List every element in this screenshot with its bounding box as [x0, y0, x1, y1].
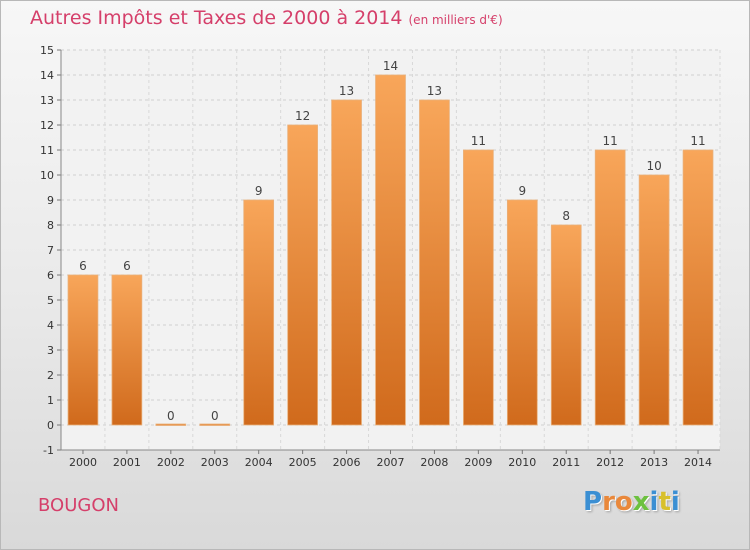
data-label-2006: 13 — [339, 84, 354, 98]
bar-2010 — [506, 199, 538, 426]
x-tick-label-2010: 2010 — [508, 456, 536, 469]
bar-2008 — [419, 99, 450, 426]
data-label-2014: 11 — [690, 134, 705, 148]
data-label-2012: 11 — [603, 134, 618, 148]
logo-letter: P — [583, 487, 603, 517]
data-label-2009: 11 — [471, 134, 486, 148]
y-tick-label: 4 — [47, 319, 54, 332]
data-label-2004: 9 — [255, 184, 263, 198]
bar-2006 — [331, 99, 362, 426]
bar-2004 — [243, 199, 275, 426]
y-tick-label: 7 — [47, 244, 54, 257]
x-tick-label-2008: 2008 — [420, 456, 448, 469]
y-tick-label: 11 — [40, 144, 54, 157]
x-tick-label-2007: 2007 — [377, 456, 405, 469]
y-tick-label: 1 — [47, 394, 54, 407]
x-tick-label-2011: 2011 — [552, 456, 580, 469]
y-tick-label: 5 — [47, 294, 54, 307]
bar-2009 — [463, 149, 494, 426]
y-tick-label: 14 — [40, 69, 54, 82]
y-tick-label: 8 — [47, 219, 54, 232]
logo-letter: r — [602, 487, 615, 517]
place-name: BOUGON — [38, 495, 119, 516]
data-label-2001: 6 — [123, 259, 131, 273]
logo-letter: i — [649, 487, 659, 517]
x-tick-label-2013: 2013 — [640, 456, 668, 469]
data-label-2013: 10 — [646, 159, 661, 173]
data-label-2002: 0 — [167, 409, 175, 423]
bar-2001 — [111, 274, 143, 426]
bar-2012 — [594, 149, 626, 426]
bar-2002 — [155, 423, 187, 426]
x-tick-label-2000: 2000 — [69, 456, 97, 469]
logo-letter: t — [658, 487, 671, 517]
x-tick-label-2002: 2002 — [157, 456, 185, 469]
data-label-2007: 14 — [383, 59, 398, 73]
x-tick-label-2012: 2012 — [596, 456, 624, 469]
logo-letter: i — [670, 487, 680, 517]
bar-2000 — [67, 274, 99, 426]
proxiti-logo: Proxiti — [583, 487, 680, 517]
data-label-2008: 13 — [427, 84, 442, 98]
y-tick-label: 12 — [40, 119, 54, 132]
x-tick-label-2001: 2001 — [113, 456, 141, 469]
logo-letter: x — [632, 487, 650, 517]
bar-2013 — [638, 174, 670, 426]
data-label-2000: 6 — [79, 259, 87, 273]
y-tick-label: 10 — [40, 169, 54, 182]
chart-title-text: Autres Impôts et Taxes de 2000 à 2014 — [30, 7, 403, 29]
bar-2003 — [199, 423, 231, 426]
y-tick-label: 9 — [47, 194, 54, 207]
data-label-2010: 9 — [518, 184, 526, 198]
bar-2011 — [550, 224, 582, 426]
x-tick-label-2006: 2006 — [333, 456, 361, 469]
x-tick-label-2005: 2005 — [289, 456, 317, 469]
y-tick-label: 2 — [47, 369, 54, 382]
y-tick-label: 15 — [40, 44, 54, 57]
x-tick-label-2014: 2014 — [684, 456, 712, 469]
x-tick-label-2003: 2003 — [201, 456, 229, 469]
y-tick-label: 3 — [47, 344, 54, 357]
bar-2007 — [375, 74, 406, 426]
data-label-2011: 8 — [562, 209, 570, 223]
y-tick-label: 6 — [47, 269, 54, 282]
y-tick-label: -1 — [43, 444, 54, 457]
data-label-2003: 0 — [211, 409, 219, 423]
y-tick-label: 13 — [40, 94, 54, 107]
y-tick-label: 0 — [47, 419, 54, 432]
chart-subtitle: (en milliers d'€) — [408, 13, 503, 27]
data-label-2005: 12 — [295, 109, 310, 123]
chart-title: Autres Impôts et Taxes de 2000 à 2014 (en… — [30, 7, 503, 29]
x-tick-label-2009: 2009 — [464, 456, 492, 469]
bar-2005 — [287, 124, 318, 426]
logo-letter: o — [614, 487, 633, 517]
x-tick-label-2004: 2004 — [245, 456, 273, 469]
bar-2014 — [682, 149, 714, 426]
